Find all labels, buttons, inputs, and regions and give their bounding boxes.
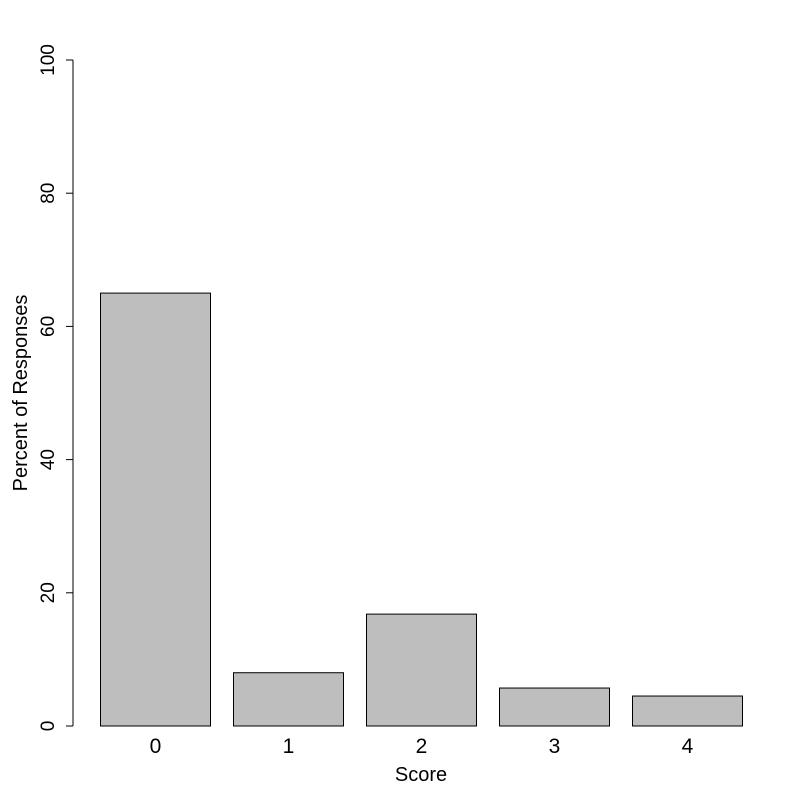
x-tick-label: 3 — [549, 735, 561, 758]
y-tick-label: 80 — [38, 183, 59, 204]
y-tick-label: 60 — [38, 316, 59, 337]
y-tick-label: 40 — [38, 449, 59, 470]
bar — [366, 613, 477, 727]
y-axis-label: Percent of Responses — [10, 295, 32, 492]
x-tick-label: 2 — [416, 735, 428, 758]
x-axis-label: Score — [395, 764, 447, 786]
y-tick-label: 100 — [38, 44, 59, 76]
bar — [233, 672, 344, 727]
y-tick-label: 0 — [38, 721, 59, 732]
x-tick-label: 4 — [682, 735, 694, 758]
x-tick-label: 0 — [150, 735, 162, 758]
bar — [632, 695, 743, 727]
bar — [499, 687, 610, 727]
y-tick-label: 20 — [38, 582, 59, 603]
bar — [100, 292, 211, 727]
x-tick-label: 1 — [283, 735, 295, 758]
